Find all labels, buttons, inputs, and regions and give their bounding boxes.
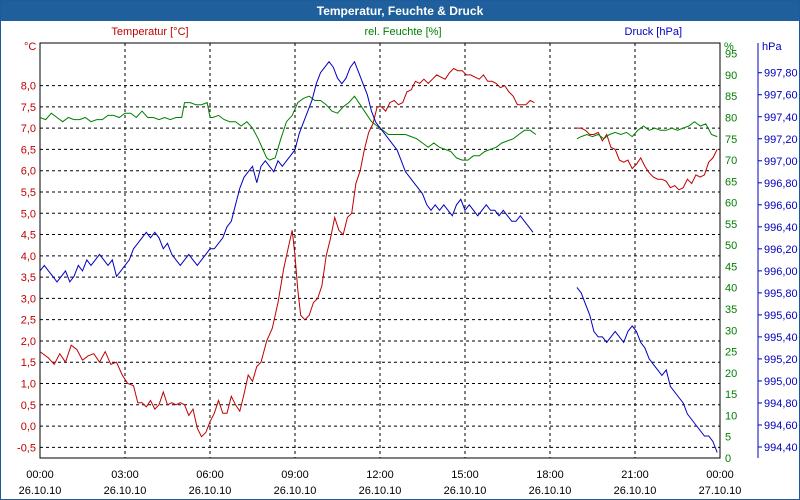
pressure-tick-label: 996,20 (764, 244, 798, 256)
temperature-tick-label: 6,0 (21, 166, 36, 178)
temperature-tick-label: 7,5 (21, 102, 36, 114)
chart-series (39, 60, 718, 453)
temperature-tick-label: 1,0 (21, 379, 36, 391)
humidity-tick-label: 90 (725, 70, 737, 82)
x-tick-time: 06:00 (196, 469, 224, 481)
pressure-line (576, 287, 718, 453)
x-tick-time: 12:00 (366, 469, 394, 481)
x-tick-date: 27.10.10 (699, 485, 742, 497)
temperature-tick-label: 0,0 (21, 421, 36, 433)
humidity-line (576, 121, 718, 140)
humidity-line (39, 95, 537, 161)
pressure-line (39, 60, 534, 283)
pressure-tick-label: 996,40 (764, 222, 798, 234)
humidity-tick-label: 20 (725, 368, 737, 380)
humidity-tick-label: 70 (725, 155, 737, 167)
temperature-tick-label: -0,5 (17, 442, 36, 454)
x-tick-time: 09:00 (281, 469, 309, 481)
humidity-unit: % (724, 41, 734, 53)
x-tick-date: 26.10.10 (359, 485, 402, 497)
humidity-tick-label: 65 (725, 176, 737, 188)
pressure-tick-label: 997,40 (764, 112, 798, 124)
temperature-line (39, 67, 535, 438)
temperature-tick-label: 6,5 (21, 144, 36, 156)
temperature-tick-label: 4,5 (21, 230, 36, 242)
pressure-tick-label: 996,80 (764, 178, 798, 190)
pressure-tick-label: 994,80 (764, 398, 798, 410)
pressure-tick-label: 994,40 (764, 442, 798, 454)
x-tick-time: 15:00 (451, 469, 479, 481)
x-tick-date: 26.10.10 (529, 485, 572, 497)
temperature-tick-label: 3,0 (21, 293, 36, 305)
humidity-tick-label: 0 (725, 453, 731, 465)
humidity-axis-label: rel. Feuchte [%] (364, 26, 441, 38)
humidity-tick-label: 10 (725, 410, 737, 422)
temperature-unit: °C (24, 41, 36, 53)
humidity-tick-label: 45 (725, 261, 737, 273)
x-tick-time: 00:00 (26, 469, 54, 481)
x-tick-time: 18:00 (536, 469, 564, 481)
temperature-tick-label: 2,5 (21, 315, 36, 327)
x-tick-time: 03:00 (111, 469, 139, 481)
temperature-tick-label: 1,5 (21, 357, 36, 369)
pressure-tick-label: 995,40 (764, 332, 798, 344)
x-tick-date: 26.10.10 (19, 485, 62, 497)
x-tick-date: 26.10.10 (614, 485, 657, 497)
humidity-tick-label: 40 (725, 283, 737, 295)
temperature-tick-label: 4,0 (21, 251, 36, 263)
pressure-tick-label: 995,80 (764, 288, 798, 300)
pressure-tick-label: 995,00 (764, 376, 798, 388)
temperature-line (576, 127, 718, 191)
chart-axes: 00:00 26.10.10 03:00 26.10.10 06:00 26.10.10 0… (17, 43, 798, 497)
x-tick-time: 00:00 (706, 469, 734, 481)
humidity-tick-label: 95 (725, 49, 737, 61)
pressure-tick-label: 996,00 (764, 266, 798, 278)
pressure-unit: hPa (762, 41, 782, 53)
x-tick-date: 26.10.10 (104, 485, 147, 497)
temperature-tick-label: 8,0 (21, 81, 36, 93)
temperature-axis-label: Temperatur [°C] (111, 26, 188, 38)
temperature-tick-label: 5,0 (21, 208, 36, 220)
humidity-tick-label: 30 (725, 325, 737, 337)
pressure-tick-label: 996,60 (764, 200, 798, 212)
pressure-tick-label: 995,60 (764, 310, 798, 322)
humidity-tick-label: 15 (725, 389, 737, 401)
x-tick-date: 26.10.10 (189, 485, 232, 497)
chart-title-bar: Temperatur, Feuchte & Druck (1, 1, 799, 21)
pressure-tick-label: 994,60 (764, 420, 798, 432)
humidity-tick-label: 35 (725, 304, 737, 316)
humidity-tick-label: 55 (725, 219, 737, 231)
pressure-tick-label: 997,20 (764, 134, 798, 146)
pressure-axis-label: Druck [hPa] (625, 26, 682, 38)
x-tick-date: 26.10.10 (274, 485, 317, 497)
pressure-tick-label: 995,20 (764, 354, 798, 366)
pressure-tick-label: 997,00 (764, 156, 798, 168)
temperature-tick-label: 3,5 (21, 272, 36, 284)
x-tick-time: 21:00 (621, 469, 649, 481)
temperature-tick-label: 2,0 (21, 336, 36, 348)
temperature-tick-label: 0,5 (21, 400, 36, 412)
x-tick-date: 26.10.10 (444, 485, 487, 497)
pressure-tick-label: 997,80 (764, 68, 798, 80)
humidity-tick-label: 85 (725, 91, 737, 103)
temperature-tick-label: 5,5 (21, 187, 36, 199)
humidity-tick-label: 75 (725, 134, 737, 146)
chart-title: Temperatur, Feuchte & Druck (316, 4, 484, 18)
humidity-tick-label: 50 (725, 240, 737, 252)
humidity-tick-label: 80 (725, 112, 737, 124)
humidity-tick-label: 5 (725, 432, 731, 444)
chart-grid (39, 42, 721, 459)
humidity-tick-label: 60 (725, 198, 737, 210)
pressure-tick-label: 997,60 (764, 90, 798, 102)
temperature-tick-label: 7,0 (21, 123, 36, 135)
humidity-tick-label: 25 (725, 347, 737, 359)
